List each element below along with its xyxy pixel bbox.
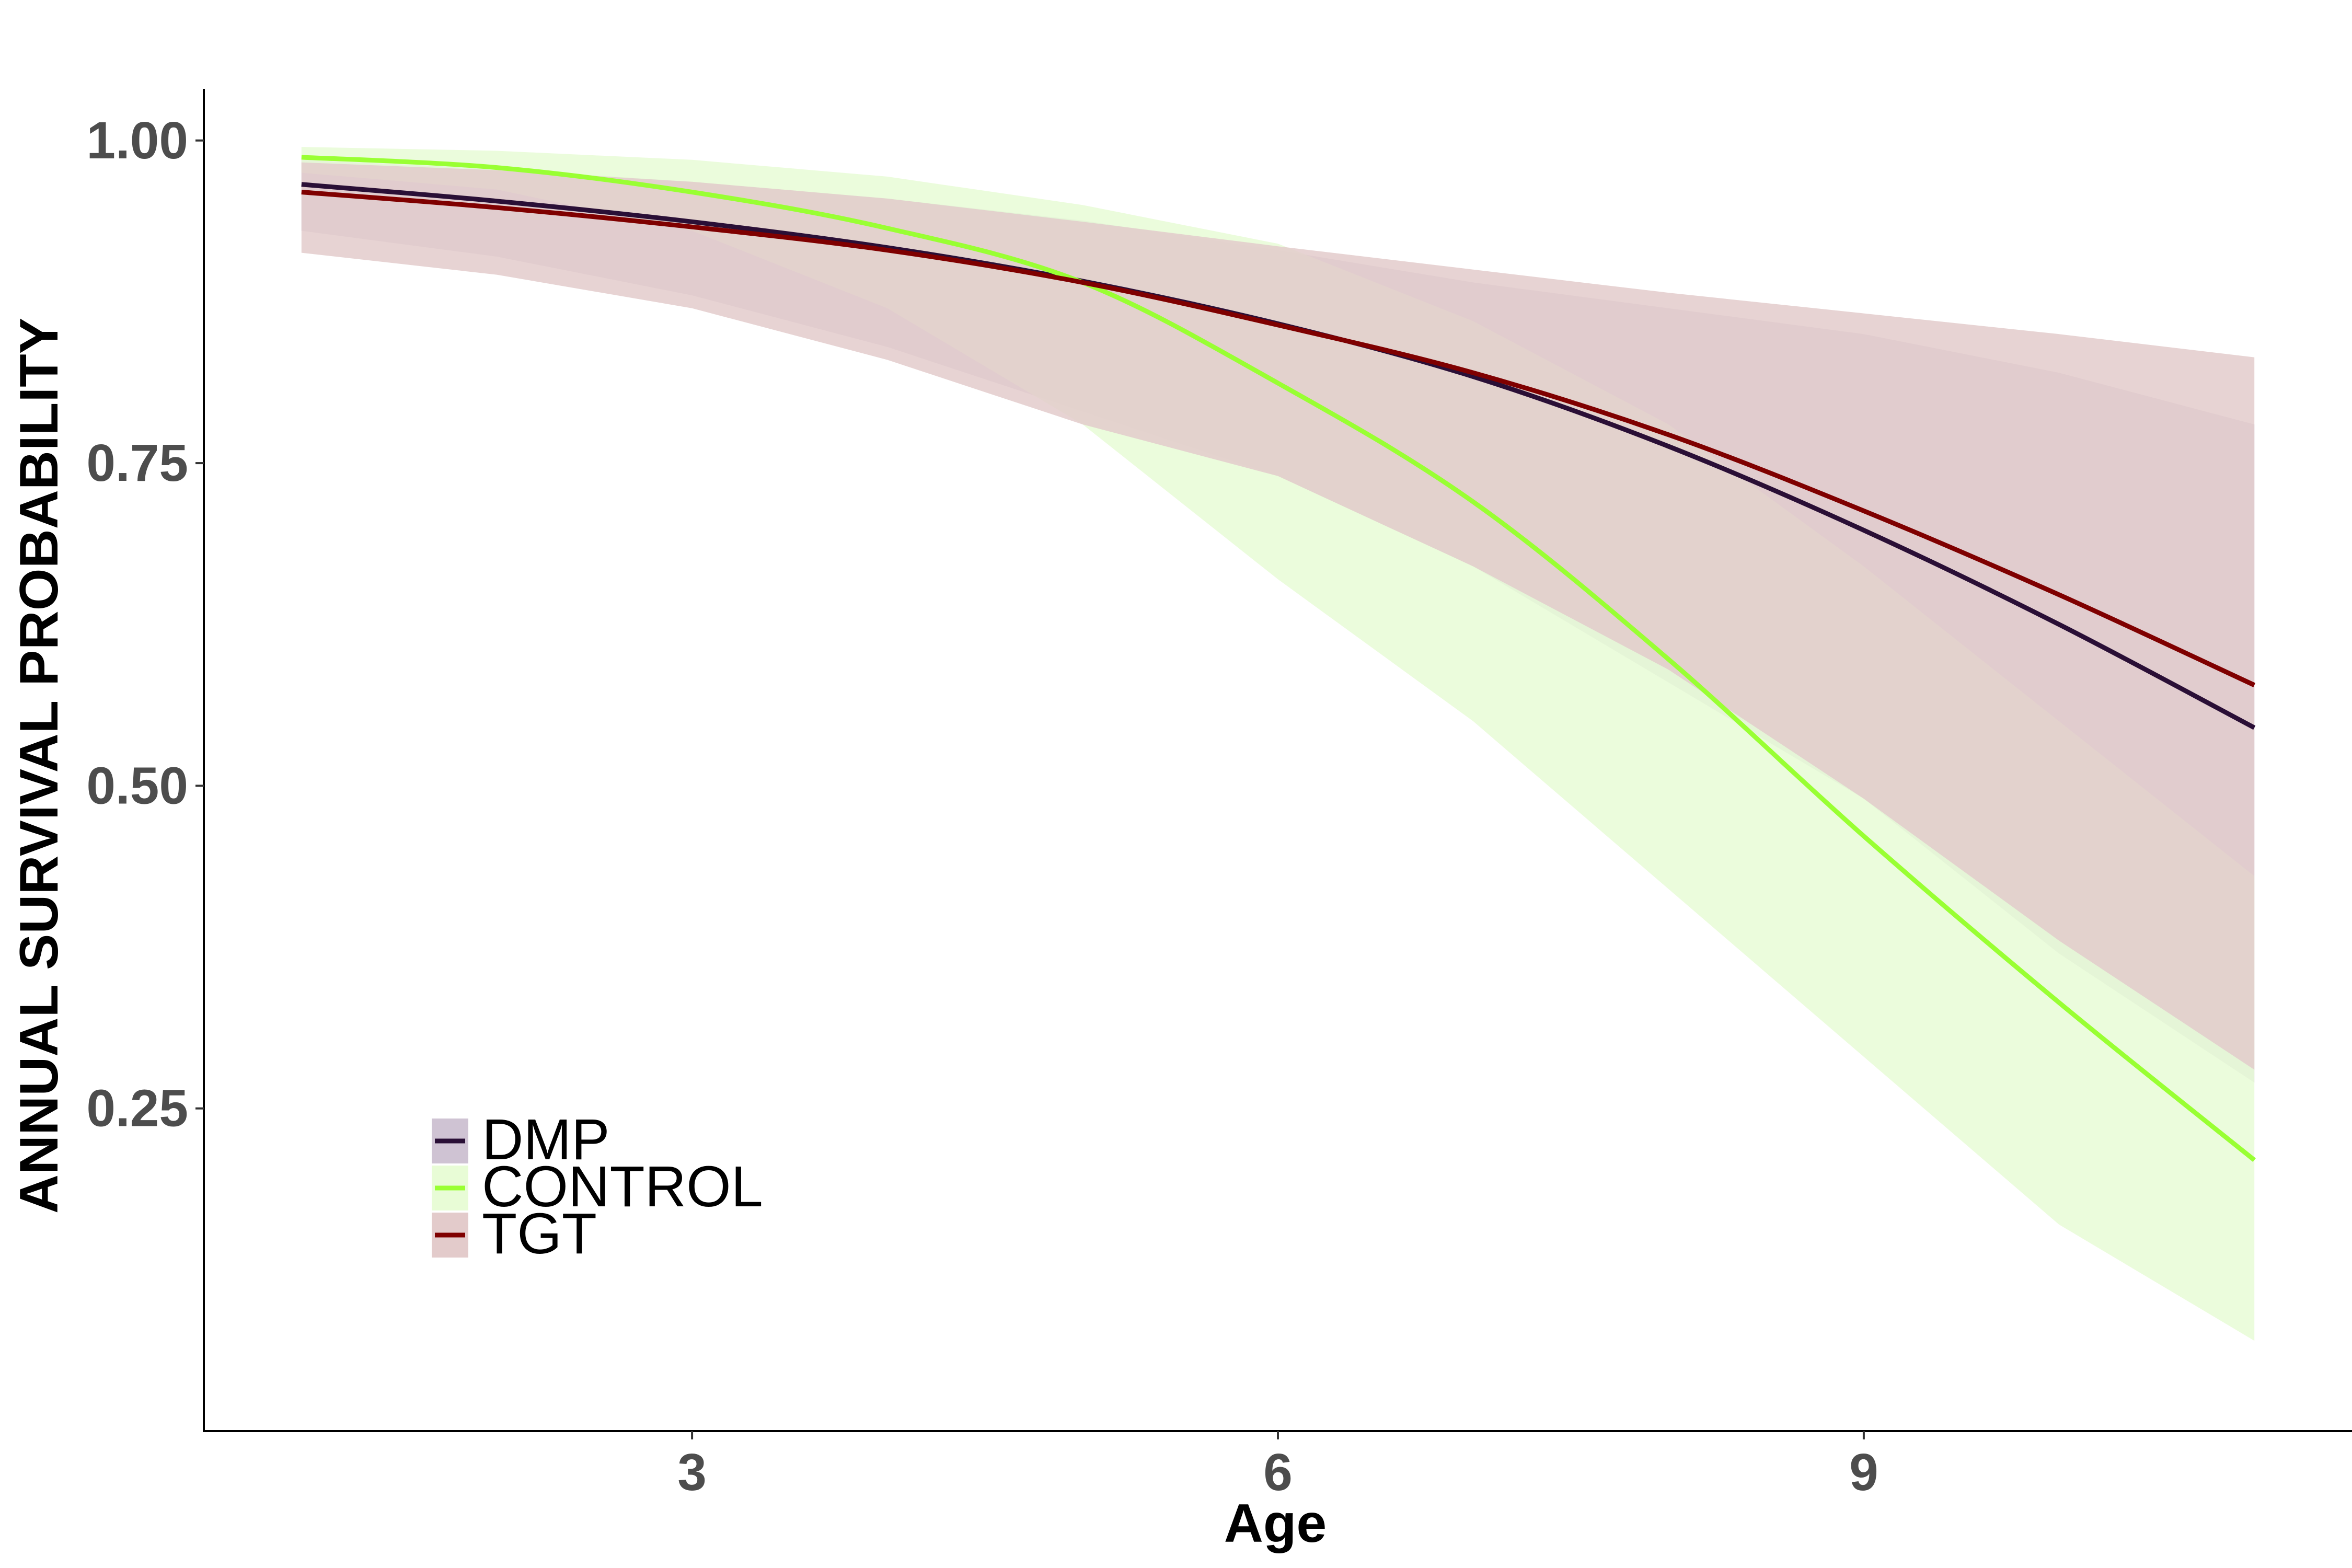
y-tick-label: 1.00 xyxy=(86,111,188,170)
y-tick-label: 0.75 xyxy=(86,434,188,492)
legend-label: DMP xyxy=(482,1108,609,1172)
legend-label: TGT xyxy=(482,1202,597,1266)
legend-label: CONTROL xyxy=(482,1155,763,1219)
legend-item-tgt: TGT xyxy=(432,1202,597,1266)
legend-item-control: CONTROL xyxy=(432,1155,763,1219)
y-axis-title: ANNUAL SURVIVAL PROBABILITY xyxy=(9,318,70,1214)
x-axis-title: Age xyxy=(1224,1493,1327,1554)
line-tgt xyxy=(301,190,2256,687)
x-tick-label: 3 xyxy=(677,1443,707,1502)
axis-ticks: 0.25 0.50 0.75 1.00 3 6 9 xyxy=(86,111,1878,1502)
series-lines xyxy=(301,155,2256,1162)
y-tick-label: 0.50 xyxy=(86,756,188,815)
y-tick-label: 0.25 xyxy=(86,1079,188,1138)
band-tgt xyxy=(301,162,2255,1070)
legend-item-dmp: DMP xyxy=(432,1108,609,1172)
x-tick-label: 6 xyxy=(1263,1443,1293,1502)
x-tick-label: 9 xyxy=(1849,1443,1878,1502)
line-control xyxy=(301,155,2256,1162)
